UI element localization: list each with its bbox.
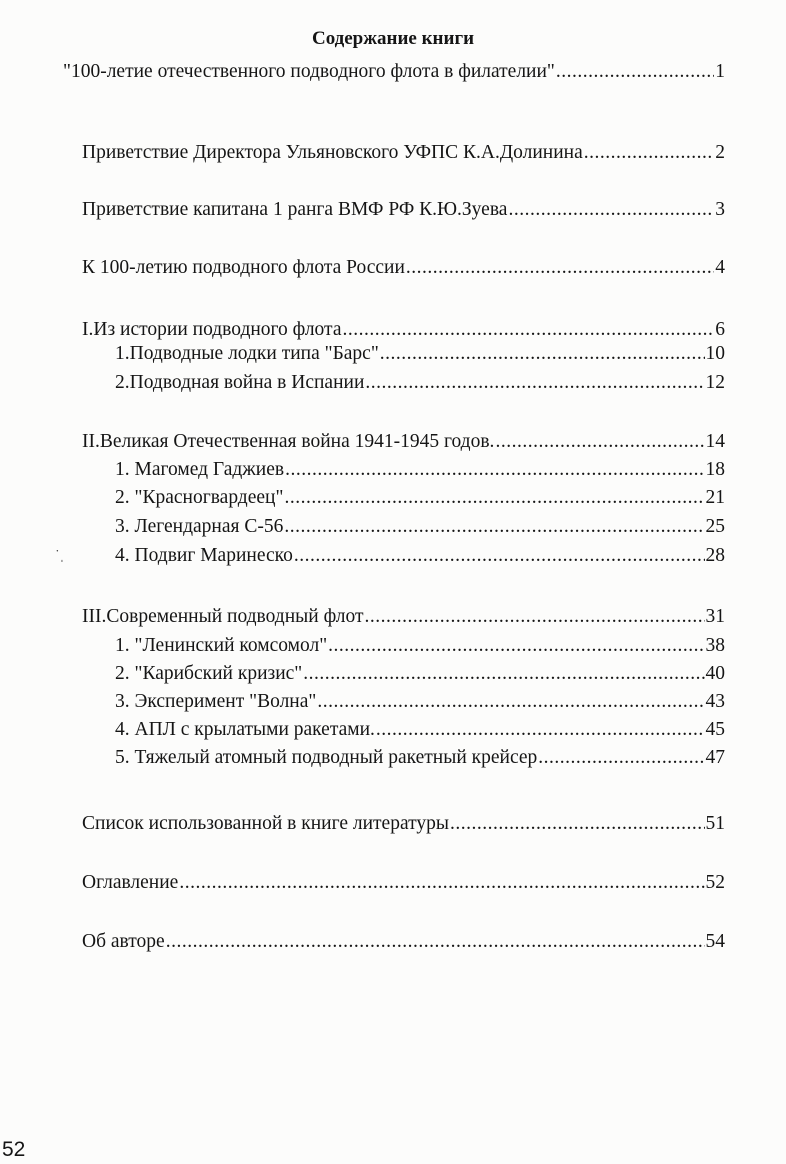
toc-entry: 4. АПЛ с крылатыми ракетами. 45 — [115, 718, 725, 742]
toc-entry-label: 4. АПЛ с крылатыми ракетами. — [115, 719, 375, 740]
leader-dots — [179, 871, 704, 895]
toc-entry-label: Оглавление — [82, 872, 179, 893]
toc-entry-label: 1. "Ленинский комсомол" — [115, 635, 328, 656]
leader-dots — [376, 718, 705, 742]
toc-entry-page: 45 — [705, 719, 726, 740]
toc-entry-label: "100-летие отечественного подводного фло… — [63, 61, 555, 82]
toc-entry: Приветствие капитана 1 ранга ВМФ РФ К.Ю.… — [82, 198, 725, 222]
leader-dots — [556, 60, 714, 84]
toc-entry: 1. "Ленинский комсомол" 38 — [115, 634, 725, 658]
toc-entry-page: 14 — [705, 431, 726, 452]
toc-entry: 2. "Карибский кризис" 40 — [115, 662, 725, 686]
toc-entry-page: 3 — [715, 199, 725, 220]
toc-entry-page: 10 — [705, 343, 726, 364]
scan-mark: ˙ˌ — [55, 548, 65, 563]
toc-entry: Приветствие Директора Ульяновского УФПС … — [82, 141, 725, 165]
leader-dots — [364, 605, 704, 629]
toc-entry-page: 51 — [705, 813, 726, 834]
toc-entry-page: 43 — [705, 691, 726, 712]
toc-entry-page: 12 — [705, 372, 726, 393]
toc-entry-page: 47 — [705, 747, 726, 768]
toc-entry-page: 1 — [715, 61, 725, 82]
toc-entry-page: 6 — [715, 319, 725, 340]
toc-entry: II.Великая Отечественная война 1941-1945… — [82, 430, 725, 454]
toc-entry: I.Из истории подводного флота 6 — [82, 318, 725, 342]
leader-dots — [294, 544, 705, 568]
leader-dots — [538, 746, 704, 770]
leader-dots — [317, 690, 704, 714]
toc-entry-page: 25 — [705, 516, 726, 537]
toc-entry-page: 52 — [705, 872, 726, 893]
leader-dots — [285, 458, 704, 482]
leader-dots — [495, 430, 704, 454]
toc-entry: 5. Тяжелый атомный подводный ракетный кр… — [115, 746, 725, 770]
toc-entry-label: I.Из истории подводного флота — [82, 319, 342, 340]
toc-entry-label: 1.Подводные лодки типа "Барс" — [115, 343, 379, 364]
toc-entry: 3. Эксперимент "Волна" 43 — [115, 690, 725, 714]
toc-entry: 3. Легендарная С-56 25 — [115, 515, 725, 539]
leader-dots — [406, 256, 714, 280]
leader-dots — [342, 318, 714, 342]
toc-entry-label: 5. Тяжелый атомный подводный ракетный кр… — [115, 747, 538, 768]
toc-entry: 4. Подвиг Маринеско 28 — [115, 544, 725, 568]
leader-dots — [584, 141, 714, 165]
leader-dots — [166, 930, 705, 954]
toc-entry-label: 3. Легендарная С-56 — [115, 516, 284, 537]
toc-entry-page: 2 — [715, 142, 725, 163]
toc-entry-page: 31 — [705, 606, 726, 627]
toc-entry-page: 40 — [705, 663, 726, 684]
leader-dots — [380, 342, 705, 366]
toc-entry: 2. "Красногвардеец" 21 — [115, 486, 725, 510]
leader-dots — [284, 486, 704, 510]
page-title: Содержание книги — [311, 28, 475, 49]
toc-entry: 1.Подводные лодки типа "Барс" 10 — [115, 342, 725, 366]
toc-entry-page: 28 — [705, 545, 726, 566]
toc-entry-label: II.Великая Отечественная война 1941-1945… — [82, 431, 495, 452]
toc-entry-page: 21 — [705, 487, 726, 508]
toc-entry-label: 2. "Карибский кризис" — [115, 663, 303, 684]
toc-entry: "100-летие отечественного подводного фло… — [63, 60, 725, 84]
toc-entry-label: 2. "Красногвардеец" — [115, 487, 284, 508]
toc-entry: Об авторе 54 — [82, 930, 725, 954]
leader-dots — [284, 515, 704, 539]
toc-entry-page: 4 — [715, 257, 725, 278]
toc-entry-label: 4. Подвиг Маринеско — [115, 545, 293, 566]
toc-entry: Оглавление 52 — [82, 871, 725, 895]
toc-entry-label: Список использованной в книге литературы — [82, 813, 449, 834]
toc-entry-label: 2.Подводная война в Испании — [115, 372, 365, 393]
toc-entry-page: 18 — [705, 459, 726, 480]
toc-entry-label: Приветствие капитана 1 ранга ВМФ РФ К.Ю.… — [82, 199, 508, 220]
toc-entry-label: III.Современный подводный флот — [82, 606, 364, 627]
leader-dots — [328, 634, 704, 658]
toc-entry: 1. Магомед Гаджиев 18 — [115, 458, 725, 482]
toc-entry: III.Современный подводный флот 31 — [82, 605, 725, 629]
toc-entry: 2.Подводная война в Испании 12 — [115, 371, 725, 395]
toc-entry-page: 54 — [705, 931, 726, 952]
leader-dots — [508, 198, 714, 222]
toc-entry-page: 38 — [705, 635, 726, 656]
toc-entry-label: 1. Магомед Гаджиев — [115, 459, 285, 480]
leader-dots — [365, 371, 704, 395]
toc-entry-label: 3. Эксперимент "Волна" — [115, 691, 317, 712]
toc-entry: Список использованной в книге литературы… — [82, 812, 725, 836]
toc-entry: К 100-летию подводного флота России 4 — [82, 256, 725, 280]
toc-entry-label: К 100-летию подводного флота России — [82, 257, 405, 278]
leader-dots — [450, 812, 705, 836]
toc-entry-label: Об авторе — [82, 931, 165, 952]
page-number: 52 — [2, 1138, 26, 1161]
leader-dots — [303, 662, 704, 686]
toc-entry-label: Приветствие Директора Ульяновского УФПС … — [82, 142, 583, 163]
